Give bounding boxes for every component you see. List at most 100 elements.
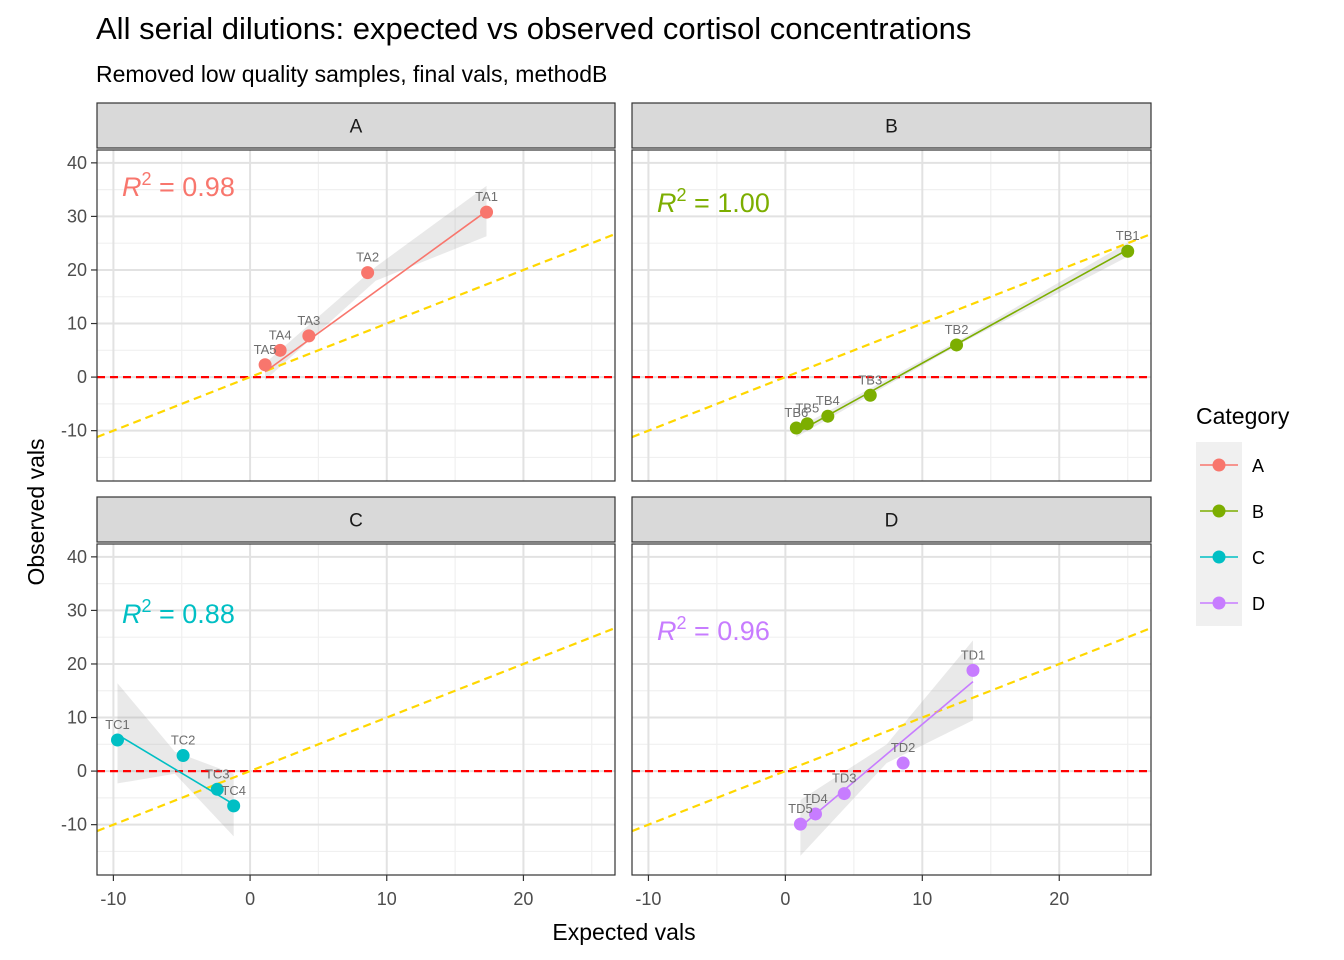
identity-reference-line [632, 233, 1151, 439]
y-tick-label: 0 [77, 367, 87, 387]
r-squared-label: R2 = 1.00 [657, 185, 770, 218]
point-label-tc1: TC1 [105, 717, 130, 732]
point-label-ta1: TA1 [475, 189, 498, 204]
r-squared-exponent: 2 [142, 169, 152, 189]
r-squared-exponent: 2 [677, 613, 687, 633]
r-squared-symbol: R [657, 616, 677, 646]
x-tick-label: -10 [635, 889, 661, 909]
data-point-tc1 [111, 733, 125, 747]
x-tick-label: 20 [1049, 889, 1069, 909]
r-squared-label: R2 = 0.98 [122, 169, 235, 202]
point-label-td5: TD5 [788, 801, 813, 816]
point-label-td4: TD4 [803, 791, 828, 806]
r-squared-label: R2 = 0.96 [657, 613, 770, 646]
r-squared-exponent: 2 [142, 596, 152, 616]
point-label-tc2: TC2 [171, 733, 196, 748]
chart-title: All serial dilutions: expected vs observ… [96, 11, 971, 46]
y-tick-label: -10 [61, 815, 87, 835]
data-point-tb4 [821, 409, 835, 423]
data-point-ta2 [361, 266, 375, 280]
panel-border [631, 149, 1152, 482]
legend-key-point [1212, 458, 1226, 472]
y-tick-label: 10 [67, 314, 87, 334]
point-label-tc3: TC3 [205, 766, 230, 781]
r-squared-symbol: R [122, 172, 142, 202]
legend-label: C [1252, 548, 1265, 568]
data-point-tb1 [1121, 244, 1135, 258]
data-point-td1 [966, 663, 980, 677]
legend-label: B [1252, 502, 1264, 522]
data-point-tb6 [789, 421, 803, 435]
r-squared-value: = 1.00 [687, 188, 770, 218]
identity-reference-line [632, 627, 1151, 833]
confidence-band [796, 242, 1128, 438]
r-squared-value: = 0.96 [687, 616, 770, 646]
point-label-ta4: TA4 [269, 327, 292, 342]
fit-line [795, 248, 1129, 434]
r-squared-symbol: R [122, 599, 142, 629]
facet-panel-c: C TC1 TC2 TC3 TC4 R2 = 0.88 -10 0 10 20 30 40 -10 0 10… [61, 496, 616, 909]
confidence-band [800, 640, 973, 856]
point-label-ta2: TA2 [356, 250, 379, 265]
facet-strip [96, 496, 616, 543]
point-label-tb3: TB3 [858, 372, 882, 387]
point-label-tb5: TB5 [795, 401, 819, 416]
legend-label: D [1252, 594, 1265, 614]
point-label-td2: TD2 [891, 740, 916, 755]
x-tick-label: 10 [912, 889, 932, 909]
point-label-tb2: TB2 [945, 322, 969, 337]
y-tick-label: 0 [77, 761, 87, 781]
legend: Category A B C D [1196, 403, 1290, 626]
x-tick-label: 20 [513, 889, 533, 909]
panel-background [97, 544, 615, 875]
legend-item-b: B [1196, 488, 1264, 534]
legend-item-a: A [1196, 442, 1264, 488]
identity-reference-line [97, 627, 615, 833]
y-tick-label: 10 [67, 708, 87, 728]
plot-area: TC1 TC2 TC3 TC4 [97, 627, 615, 837]
legend-label: A [1252, 456, 1264, 476]
legend-key-point [1212, 550, 1226, 564]
panel-border [96, 543, 616, 876]
facet-strip-label: B [885, 117, 898, 138]
x-tick-label: 0 [780, 889, 790, 909]
panel-border [96, 149, 616, 482]
panel-background [632, 544, 1151, 875]
y-tick-label: 40 [67, 153, 87, 173]
point-label-ta5: TA5 [254, 342, 277, 357]
r-squared-symbol: R [657, 188, 677, 218]
y-tick-label: 40 [67, 547, 87, 567]
data-point-tb2 [950, 338, 964, 352]
confidence-band [265, 185, 487, 381]
point-label-tb4: TB4 [816, 393, 840, 408]
legend-item-d: D [1196, 580, 1265, 626]
point-label-tc4: TC4 [221, 783, 246, 798]
fit-line [799, 681, 974, 828]
r-squared-exponent: 2 [677, 185, 687, 205]
facet-strip-label: C [349, 511, 363, 532]
facet-strip [631, 496, 1152, 543]
y-tick-label: 20 [67, 260, 87, 280]
gridlines [97, 544, 615, 875]
point-label-td3: TD3 [832, 771, 857, 786]
data-point-td2 [896, 756, 910, 770]
data-point-tb3 [863, 388, 877, 402]
data-point-ta4 [273, 343, 287, 357]
x-tick-label: -10 [100, 889, 126, 909]
y-tick-label: -10 [61, 421, 87, 441]
x-tick-label: 10 [377, 889, 397, 909]
x-tick-label: 0 [245, 889, 255, 909]
fit-line [264, 210, 487, 373]
gridlines [632, 544, 1151, 875]
chart-subtitle: Removed low quality samples, final vals,… [96, 61, 607, 87]
legend-entries: A B C D [1196, 442, 1265, 626]
facet-strip-label: A [350, 117, 363, 138]
data-point-ta1 [480, 205, 494, 219]
